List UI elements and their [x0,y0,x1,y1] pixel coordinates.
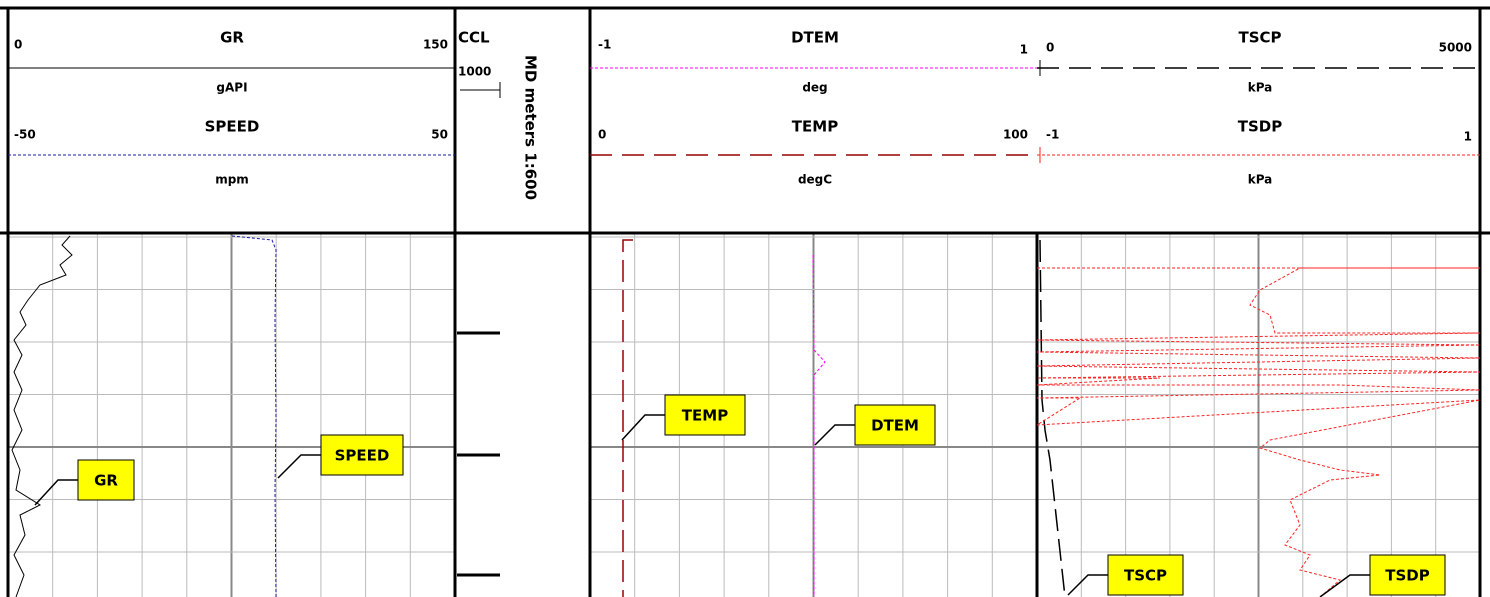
curve-unit: kPa [1248,173,1273,187]
callout-label: TSDP [1385,567,1429,585]
curve-max: 150 [423,38,448,52]
curve-name: GR [220,29,244,47]
callout-leader [277,454,321,479]
callout-box [664,394,746,436]
callouts: GR SPEED TEMP DTEM TSCP TSDP [34,394,1446,597]
curve-unit: kPa [1248,81,1273,95]
curve-max: 100 [1003,128,1028,142]
curve-name: TSCP [1238,29,1281,47]
curve-max: 1 [1020,43,1028,57]
curve-name: SPEED [205,118,260,136]
tscp-curve [1039,239,1066,597]
curve-min: 0 [598,128,606,142]
curve-name: TSDP [1238,118,1282,136]
depth-label: MD meters 1:600 [522,55,540,200]
curve-unit: gAPI [216,81,247,95]
curves [11,235,1481,597]
callout-leader [1319,574,1370,597]
curve-min: 0 [1046,41,1054,55]
callout-label: GR [94,472,118,490]
callout-box [1369,554,1446,596]
callout-label: DTEM [871,417,919,435]
curve-min: -50 [14,128,36,142]
curve-unit: deg [802,81,827,95]
curve-min: 0 [14,38,22,52]
curve-unit: mpm [215,173,249,187]
callout-leader [1067,574,1108,596]
callout-label: SPEED [335,447,390,465]
curve-unit: degC [798,173,832,187]
callout-box [77,459,135,501]
curve-name: DTEM [791,29,839,47]
ccl-marks [457,331,500,577]
temp-curve [622,239,633,597]
curve-name: TEMP [792,118,838,136]
speed-curve [231,235,277,597]
gr-curve [11,235,73,597]
callout-leader [34,479,78,506]
curve-max: 1 [1464,130,1472,144]
curve-min: -1 [1046,128,1059,142]
callout-box [854,404,936,446]
curve-min: -1 [598,38,611,52]
callout-label: TEMP [682,407,728,425]
dtem-curve [812,254,826,597]
callout-leader [814,424,855,446]
callout-box [1107,554,1184,596]
curve-max: 50 [431,128,448,142]
frame [0,6,1490,597]
curve-max: 1000 [458,65,491,79]
callout-leader [621,414,665,441]
curve-max: 5000 [1439,41,1472,55]
curve-name: CCL [458,29,490,47]
header: 0 GR 150 gAPI -50 SPEED 50 mpm CCL 1000 … [14,29,1472,201]
callout-label: TSCP [1124,567,1167,585]
callout-box [320,434,404,476]
